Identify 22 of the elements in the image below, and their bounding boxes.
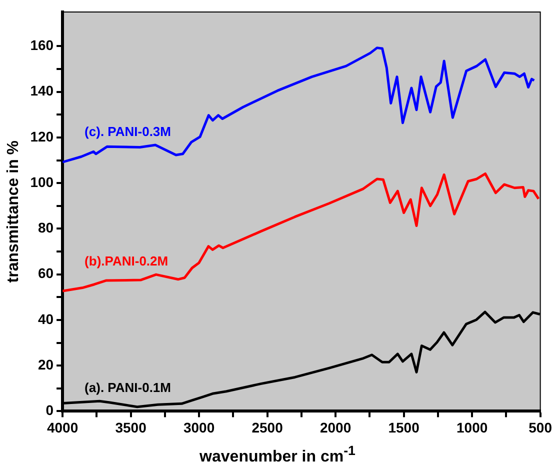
x-tick-label: 500	[528, 419, 552, 436]
x-axis-title: wavenumber in cm$^{-1}$	[198, 443, 356, 466]
y-tick-label: 160	[30, 37, 54, 54]
y-tick-label: 120	[30, 128, 54, 144]
series-label: (b).PANI-0.2M	[84, 254, 168, 269]
y-tick-label: 100	[30, 174, 54, 190]
x-tick-label: 3000	[183, 419, 215, 436]
series-label: (a). PANI-0.1M	[84, 380, 171, 396]
y-tick-label: 20	[38, 356, 54, 372]
x-tick-label: 4000	[46, 419, 78, 436]
y-axis-title: transmittance in %	[5, 140, 22, 283]
series-label: (c). PANI-0.3M	[84, 124, 171, 140]
y-tick-label: 140	[30, 82, 54, 99]
y-tick-label: 40	[38, 310, 54, 327]
y-tick-label: 60	[38, 265, 54, 282]
y-tick-label: 80	[38, 220, 54, 236]
y-tick-label: 0	[46, 402, 54, 418]
x-tick-label: 1000	[456, 419, 488, 436]
x-tick-label: 1500	[388, 419, 420, 436]
x-tick-label: 2500	[252, 419, 284, 436]
x-tick-label: 3500	[115, 419, 147, 436]
x-tick-label: 2000	[320, 419, 352, 436]
